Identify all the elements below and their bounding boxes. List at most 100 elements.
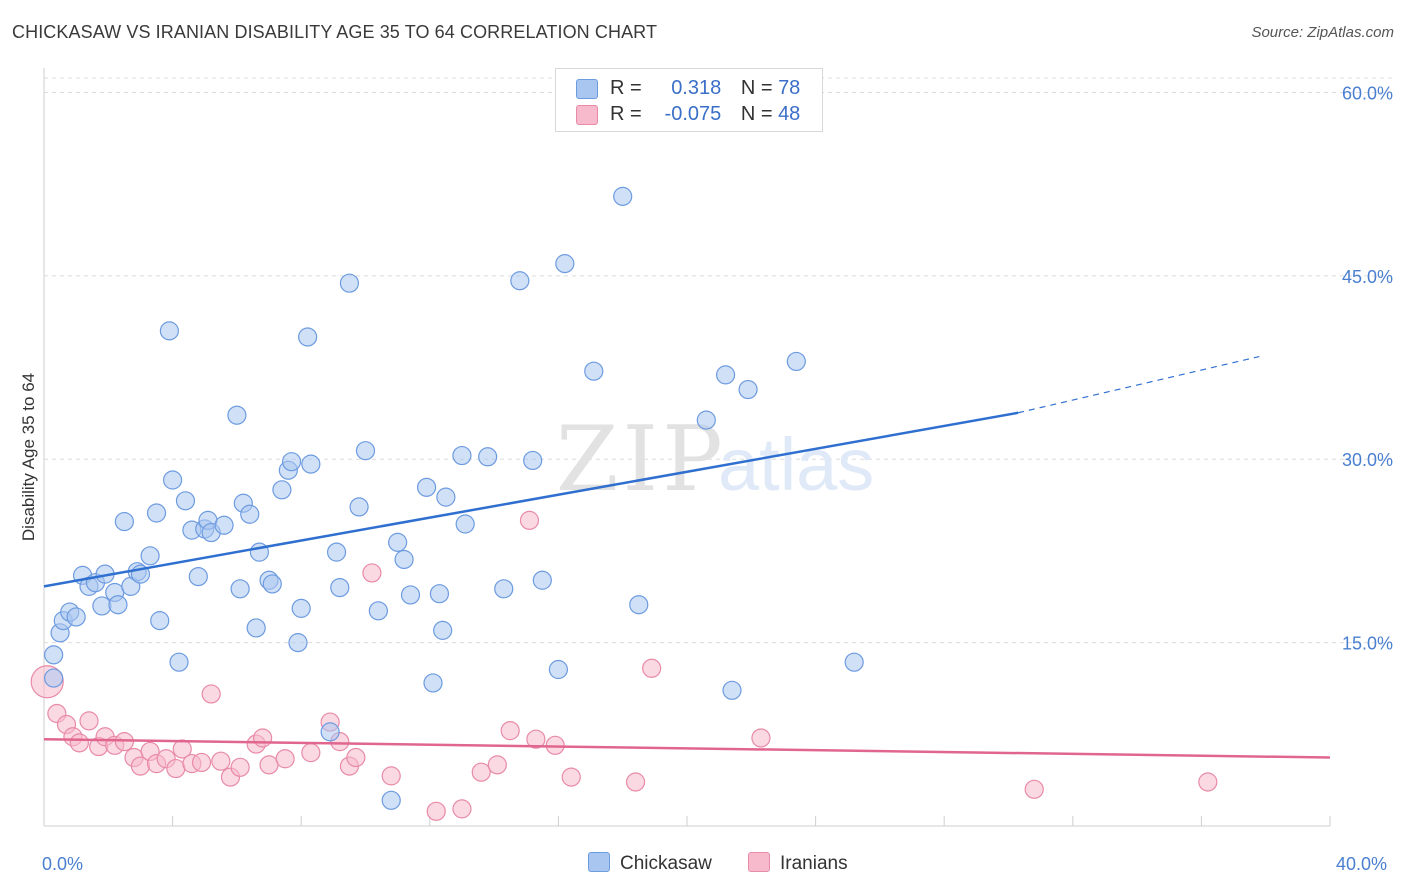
iranians-points — [30, 510, 1218, 821]
chickasaw-point — [381, 790, 401, 810]
chickasaw-point — [532, 570, 552, 590]
chickasaw-point — [146, 503, 167, 523]
iranians-point — [471, 762, 491, 782]
correlation-legend: R = 0.318 N = 78 R = -0.075 N = 48 — [555, 68, 823, 132]
chickasaw-point — [368, 601, 388, 621]
legend-r-value: -0.075 — [664, 103, 722, 125]
legend-r-label: R = — [610, 103, 642, 125]
chickasaw-point — [108, 595, 128, 615]
iranians-point — [561, 767, 581, 787]
bottom-legend-label-chickasaw: Chickasaw — [620, 853, 712, 874]
chickasaw-point — [510, 271, 530, 291]
bottom-legend-swatch-chickasaw — [588, 852, 610, 872]
chickasaw-point — [584, 361, 604, 381]
y-tick-label: 15.0% — [1342, 634, 1393, 654]
chickasaw-point — [548, 659, 569, 680]
chickasaw-point — [44, 668, 64, 688]
source-label: Source: ZipAtlas.com — [1251, 24, 1394, 41]
legend-n-value: 48 — [778, 103, 801, 125]
chickasaw-point — [298, 327, 318, 347]
chickasaw-point — [629, 595, 649, 615]
y-tick-label: 60.0% — [1342, 83, 1393, 103]
iranians-point — [346, 747, 366, 768]
iranians-point — [301, 743, 321, 763]
x-tick-label-max: 40.0% — [1336, 854, 1387, 874]
iranians-point — [642, 658, 662, 678]
grid-lines — [44, 77, 1392, 644]
legend-r-value: 0.318 — [671, 77, 722, 99]
chickasaw-point — [523, 450, 543, 471]
chickasaw-point — [613, 186, 633, 206]
y-tick-label: 45.0% — [1342, 267, 1393, 287]
bottom-legend-iranians: Iranians — [748, 852, 848, 875]
iranians-point — [1198, 772, 1218, 792]
chart-title: CHICKASAW VS IRANIAN DISABILITY AGE 35 T… — [12, 22, 658, 42]
bottom-legend-chickasaw: Chickasaw — [588, 852, 712, 875]
iranians-point — [1024, 779, 1044, 799]
y-tick-label: 30.0% — [1342, 450, 1393, 470]
chickasaw-point — [246, 618, 266, 638]
chickasaw-point — [452, 445, 472, 466]
chickasaw-point — [169, 652, 189, 672]
chickasaw-point — [400, 585, 421, 605]
chickasaw-point — [240, 504, 260, 524]
x-tick-labels: 0.0% 40.0% — [42, 854, 1387, 874]
chickasaw-point — [262, 574, 282, 594]
chickasaw-point — [478, 447, 498, 467]
chickasaw-point — [423, 673, 443, 693]
legend-r-label: R = — [610, 77, 642, 99]
chickasaw-point — [188, 566, 208, 587]
iranians-point — [487, 755, 507, 775]
iranians-point — [211, 751, 231, 771]
chickasaw-point — [230, 579, 250, 599]
legend-n-label: N = — [740, 103, 773, 125]
chickasaw-point — [429, 584, 450, 604]
chickasaw-trend-extension — [1018, 355, 1260, 414]
iranians-point — [191, 752, 212, 773]
y-axis-title: Disability Age 35 to 64 — [19, 373, 38, 541]
chickasaw-point — [320, 722, 340, 742]
chickasaw-point — [301, 454, 321, 474]
watermark-zip: ZIP — [556, 407, 727, 512]
iranians-point — [362, 563, 382, 583]
chickasaw-point — [349, 497, 369, 517]
chickasaw-point — [66, 607, 86, 627]
iranians-point — [79, 711, 99, 731]
iranians-point — [166, 758, 186, 779]
chickasaw-point — [114, 511, 134, 532]
iranians-point — [426, 801, 446, 821]
iranians-point — [519, 510, 540, 530]
chickasaw-point — [214, 515, 234, 535]
iranians-trend-line — [43, 737, 1331, 759]
chickasaw-point — [715, 365, 736, 385]
legend-swatch-iranians — [576, 105, 598, 125]
watermark: ZIP atlas — [556, 407, 874, 512]
chickasaw-point — [433, 620, 453, 640]
chickasaw-point — [330, 577, 350, 598]
chickasaw-point — [555, 254, 575, 274]
chickasaw-point — [281, 452, 302, 472]
chickasaw-point — [355, 441, 376, 461]
chickasaw-point — [722, 680, 742, 700]
iranians-point — [259, 755, 279, 775]
chickasaw-point — [163, 470, 183, 490]
iranians-point — [625, 772, 646, 792]
chickasaw-point — [291, 598, 311, 618]
chickasaw-point — [159, 321, 179, 341]
chickasaw-point — [92, 596, 112, 616]
chickasaw-point — [455, 514, 475, 534]
y-tick-labels: 15.0% 30.0% 45.0% 60.0% — [1342, 83, 1393, 653]
chickasaw-point — [175, 491, 196, 511]
iranians-point — [381, 766, 401, 786]
legend-swatch-chickasaw — [576, 79, 598, 99]
x-ticks — [172, 816, 1331, 826]
x-tick-label-min: 0.0% — [42, 854, 83, 874]
iranians-point — [69, 733, 89, 753]
bottom-legend-label-iranians: Iranians — [780, 853, 848, 874]
chickasaw-point — [388, 532, 408, 552]
chickasaw-point — [44, 645, 64, 665]
bottom-legend-swatch-iranians — [748, 852, 770, 872]
chickasaw-point — [227, 405, 247, 425]
legend-n-value: 78 — [778, 77, 801, 99]
